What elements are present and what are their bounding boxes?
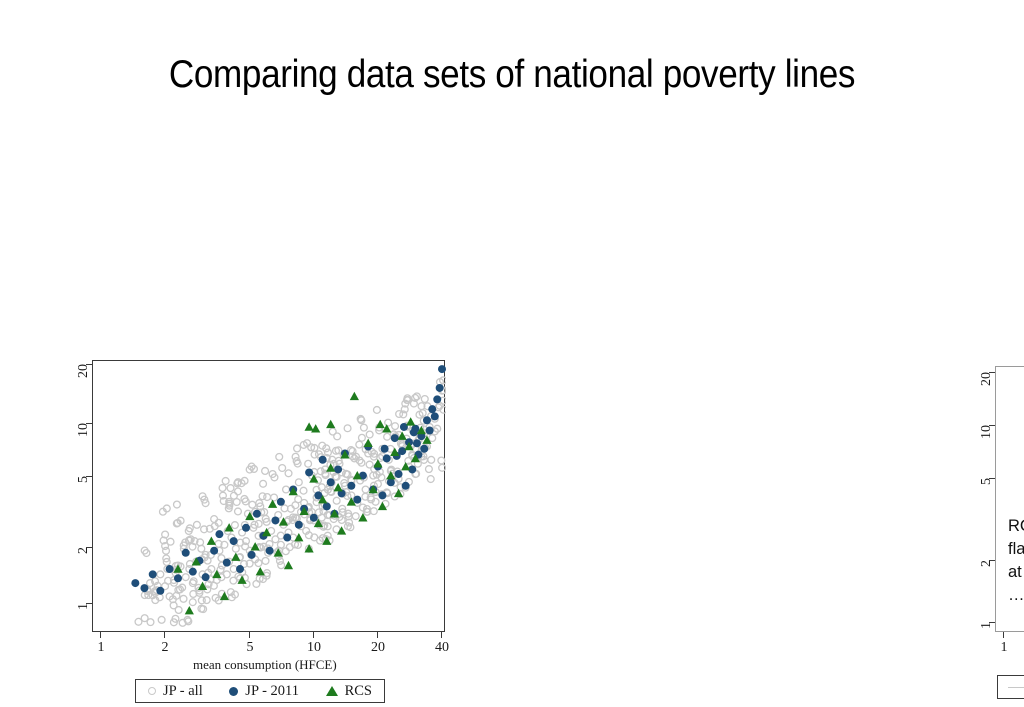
page-title: Comparing data sets of national poverty … xyxy=(168,53,856,96)
left-xtickmark-5 xyxy=(249,632,251,638)
left-xtickmark-20 xyxy=(377,632,379,638)
scatter-points-layer xyxy=(131,365,446,627)
right-ytickmark-10 xyxy=(989,425,995,427)
left-xtick-5: 5 xyxy=(246,640,254,655)
right-chart-legend: JP - all JP - 2011 RCS xyxy=(997,675,1024,699)
right-ytickmark-2 xyxy=(989,560,995,562)
left-ytickmark-5 xyxy=(86,476,92,478)
legend-label-jp-2011: JP - 2011 xyxy=(245,682,300,699)
triangle-icon xyxy=(325,686,338,696)
legend-label-rcs: RCS xyxy=(344,682,372,699)
scatter-series-rcs xyxy=(173,391,432,615)
left-xaxis-label: mean consumption (HFCE) xyxy=(193,657,337,672)
left-xtickmark-2 xyxy=(164,632,166,638)
left-ytick-20: 20 xyxy=(76,364,91,378)
left-xtick-10: 10 xyxy=(307,640,321,655)
legend-item-jp-all-line[interactable]: JP - all xyxy=(1008,679,1024,696)
left-ytick-10: 10 xyxy=(76,423,91,437)
right-ytick-20: 20 xyxy=(979,372,994,386)
legend-item-rcs[interactable]: RCS xyxy=(325,682,372,700)
scatter-series-jp-2011 xyxy=(131,365,446,595)
left-xtick-40: 40 xyxy=(435,640,449,655)
legend-label-jp-all: JP - all xyxy=(163,682,203,699)
left-ytickmark-2 xyxy=(86,547,92,549)
slide-canvas: Comparing data sets of national poverty … xyxy=(0,53,1024,703)
line-swatch-jp-all-icon xyxy=(1008,686,1024,688)
scatter-series-jp-all-density xyxy=(140,377,446,627)
right-xtickmark-1 xyxy=(1003,632,1005,638)
filled-circle-icon xyxy=(229,686,239,696)
left-xtick-1: 1 xyxy=(97,640,105,655)
legend-item-jp-2011[interactable]: JP - 2011 xyxy=(229,683,299,700)
right-xtick-1: 1 xyxy=(1000,640,1008,655)
left-chart-panel: 20 10 5 2 1 1 2 5 10 20 40 mean consumpt… xyxy=(0,170,500,703)
annotation-rcs-flattens: RCS flattens at tail … xyxy=(1008,517,1024,604)
open-circle-icon xyxy=(148,687,156,695)
left-plot-area xyxy=(92,360,446,632)
left-ytickmark-10 xyxy=(86,423,92,425)
right-chart-panel: 20 10 5 2 1 RCS flattens at tail … We ob… xyxy=(470,170,1024,699)
right-ytickmark-5 xyxy=(989,478,995,480)
left-xtickmark-40 xyxy=(441,632,443,638)
left-xtickmark-10 xyxy=(313,632,315,638)
left-xtick-20: 20 xyxy=(371,640,385,655)
left-xtickmark-1 xyxy=(100,632,102,638)
left-ytickmark-20 xyxy=(86,364,92,366)
legend-item-jp-all[interactable]: JP - all xyxy=(148,683,203,700)
right-ytick-10: 10 xyxy=(979,425,994,439)
left-xtick-2: 2 xyxy=(161,640,169,655)
left-chart-legend: JP - all JP - 2011 RCS xyxy=(135,679,385,703)
right-ytickmark-20 xyxy=(989,372,995,374)
